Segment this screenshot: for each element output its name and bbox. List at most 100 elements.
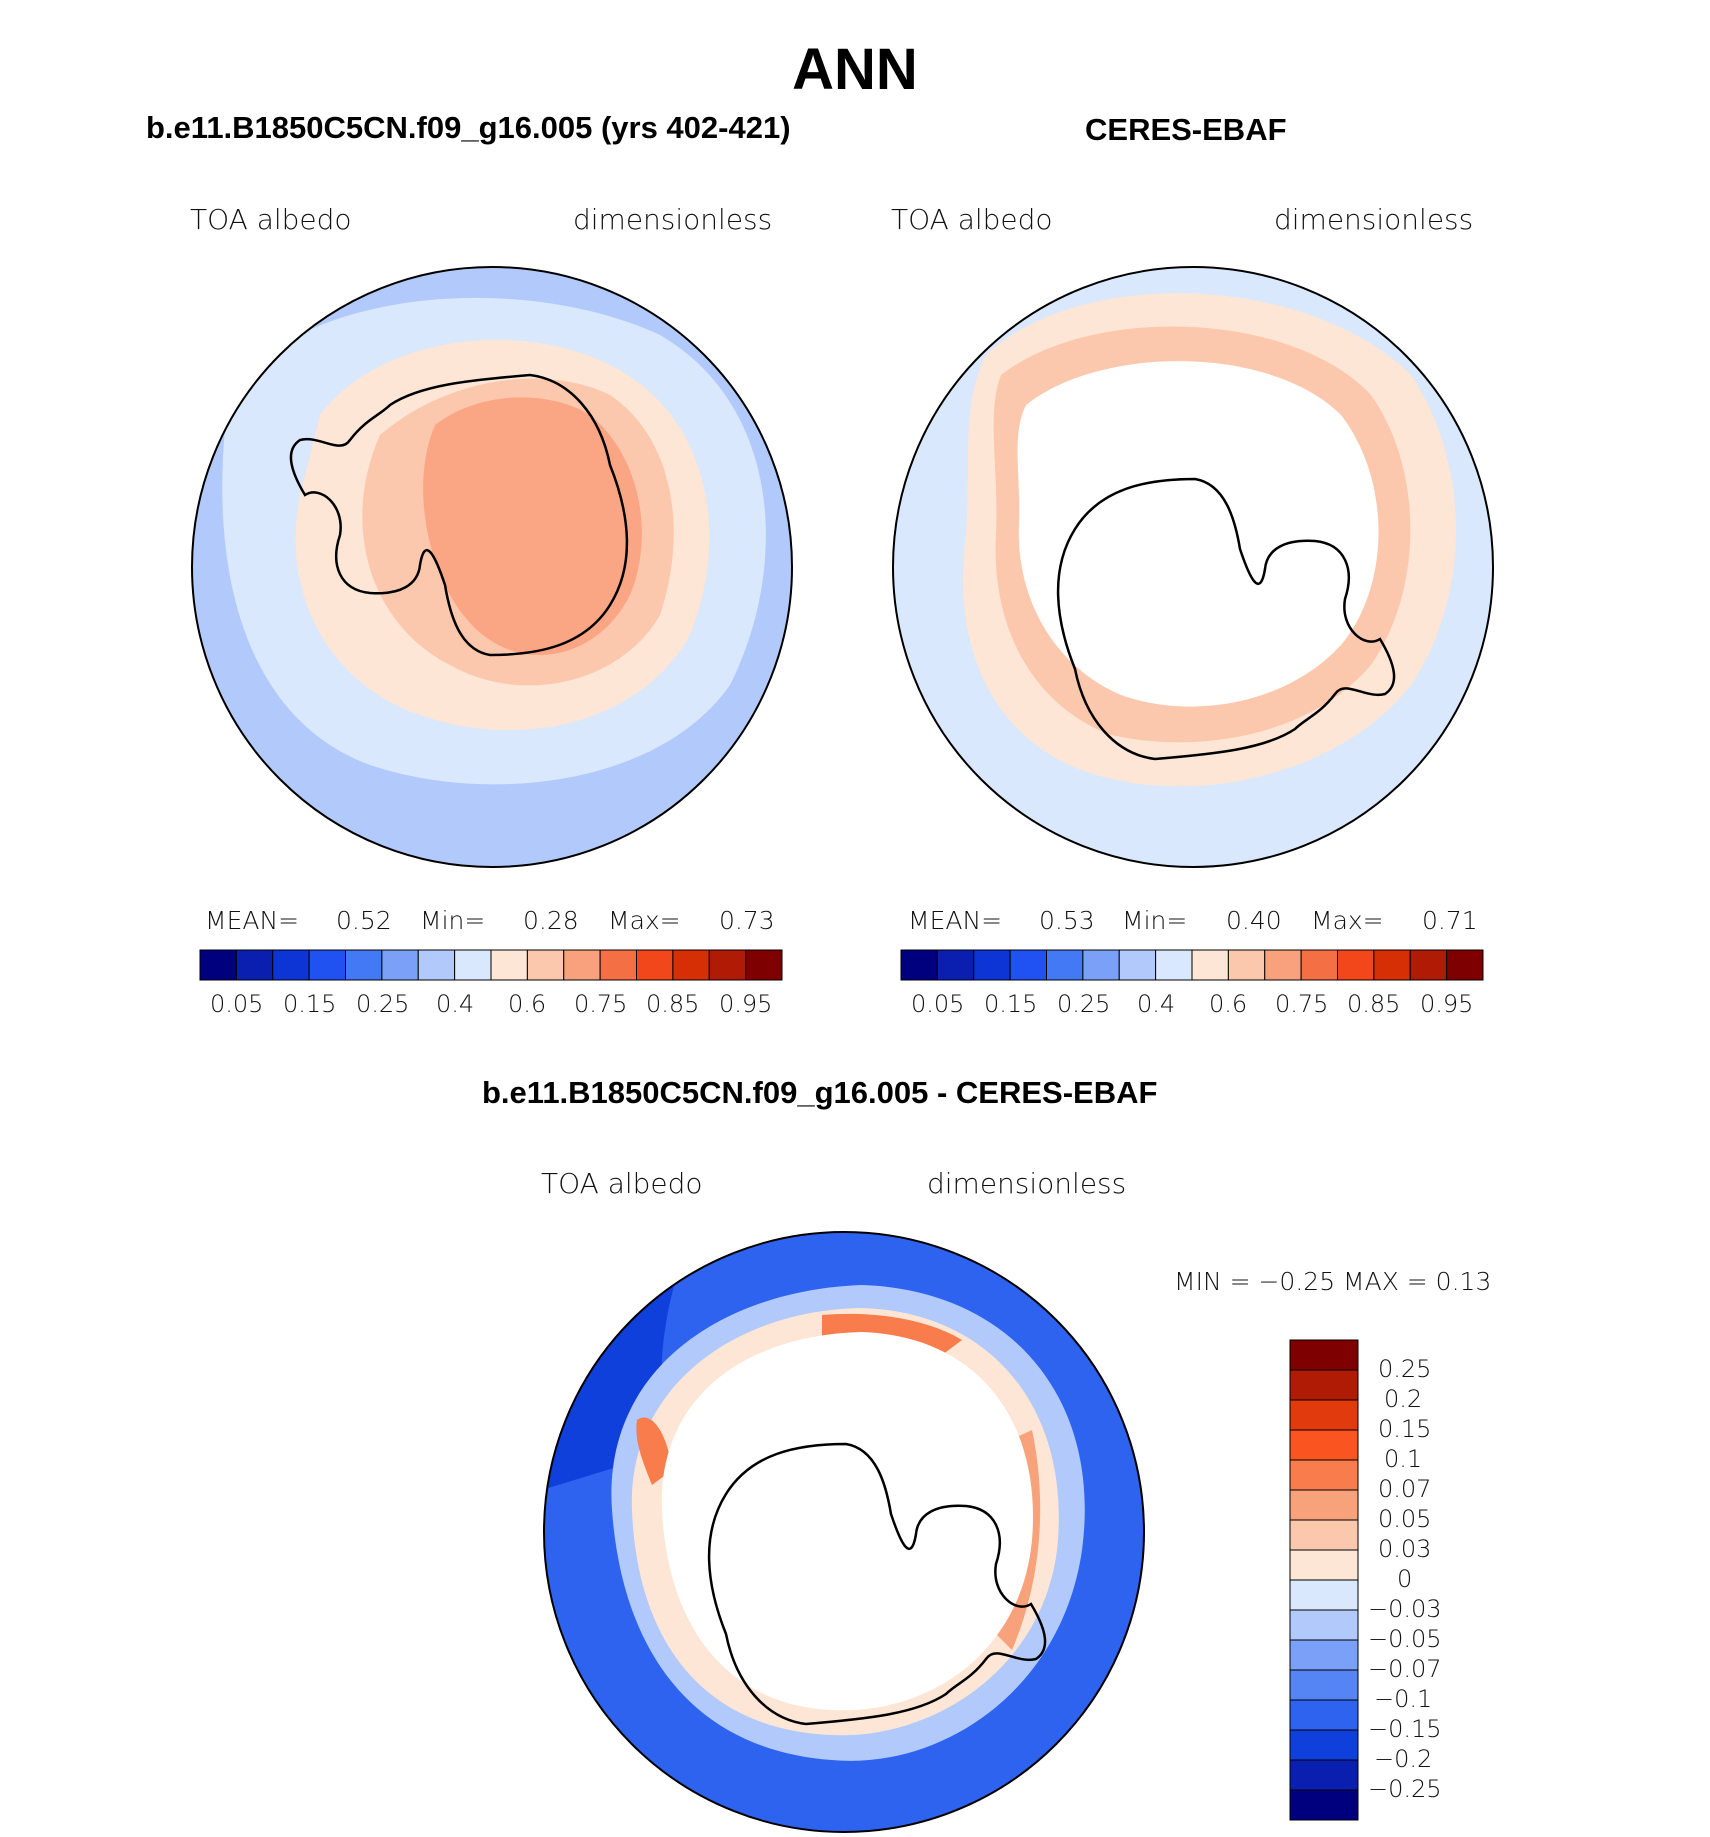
colorbar-swatch bbox=[417, 949, 456, 981]
colorbar-swatch bbox=[1289, 1519, 1359, 1551]
colorbar-swatch bbox=[1227, 949, 1266, 981]
obs-map-border bbox=[892, 266, 1494, 868]
diff-cb-label: 0.25 bbox=[1378, 1355, 1432, 1383]
colorbar-swatch bbox=[381, 949, 419, 981]
obs-cb-tick: 0.15 bbox=[984, 990, 1038, 1018]
model-min-label: Min= bbox=[420, 906, 486, 935]
colorbar-swatch bbox=[1289, 1399, 1359, 1431]
colorbar-swatch bbox=[1337, 949, 1375, 981]
model-variable-label: TOA albedo bbox=[190, 203, 352, 236]
obs-polar-map bbox=[892, 266, 1494, 868]
obs-panel-heading: CERES-EBAF bbox=[1085, 112, 1287, 147]
colorbar-swatch bbox=[1155, 949, 1193, 981]
colorbar-swatch bbox=[1446, 949, 1484, 981]
diff-coastline bbox=[707, 1442, 1047, 1726]
colorbar-swatch bbox=[1289, 1789, 1359, 1821]
model-cb-tick: 0.95 bbox=[719, 990, 773, 1018]
diff-cb-label: 0.05 bbox=[1378, 1505, 1432, 1533]
colorbar-swatch bbox=[308, 949, 346, 981]
colorbar-swatch bbox=[1191, 949, 1229, 981]
colorbar-swatch bbox=[936, 949, 975, 981]
diff-field-no-data bbox=[661, 1332, 1034, 1711]
model-cb-tick: 0.75 bbox=[574, 990, 628, 1018]
colorbar-swatch bbox=[1289, 1369, 1359, 1401]
model-coastline bbox=[289, 373, 629, 657]
diff-cb-label: 0.2 bbox=[1384, 1385, 1423, 1413]
colorbar-swatch bbox=[1289, 1579, 1359, 1611]
obs-cb-tick: 0.6 bbox=[1209, 990, 1248, 1018]
diff-cb-label: −0.07 bbox=[1368, 1655, 1442, 1683]
model-units-label: dimensionless bbox=[573, 203, 773, 236]
model-cb-tick: 0.15 bbox=[283, 990, 337, 1018]
colorbar-swatch bbox=[672, 949, 710, 981]
model-max-label: Max= bbox=[608, 906, 681, 935]
obs-field-no-data bbox=[1017, 361, 1379, 707]
diff-cb-label: 0 bbox=[1397, 1565, 1413, 1593]
obs-min-value: 0.40 bbox=[1226, 906, 1282, 935]
colorbar-swatch bbox=[1289, 1729, 1359, 1761]
colorbar-swatch bbox=[1289, 1549, 1359, 1581]
colorbar-swatch bbox=[1289, 1759, 1359, 1791]
colorbar-swatch bbox=[1300, 949, 1338, 981]
colorbar-swatch bbox=[526, 949, 565, 981]
colorbar-swatch bbox=[1046, 949, 1084, 981]
colorbar-swatch bbox=[708, 949, 747, 981]
colorbar-swatch bbox=[235, 949, 274, 981]
obs-cb-tick: 0.85 bbox=[1347, 990, 1401, 1018]
obs-min-label: Min= bbox=[1122, 906, 1188, 935]
colorbar-swatch bbox=[1373, 949, 1411, 981]
obs-cb-tick: 0.4 bbox=[1137, 990, 1176, 1018]
colorbar-swatch bbox=[636, 949, 674, 981]
model-mean-value: 0.52 bbox=[336, 906, 392, 935]
colorbar-swatch bbox=[1289, 1699, 1359, 1731]
colorbar-swatch bbox=[973, 949, 1011, 981]
diff-cb-label: 0.15 bbox=[1378, 1415, 1432, 1443]
diff-cb-label: −0.05 bbox=[1368, 1625, 1442, 1653]
colorbar-swatch bbox=[1289, 1489, 1359, 1521]
model-cb-tick: 0.85 bbox=[646, 990, 700, 1018]
diff-cb-label: 0.07 bbox=[1378, 1475, 1432, 1503]
model-panel-heading: b.e11.B1850C5CN.f09_g16.005 (yrs 402-421… bbox=[146, 110, 791, 145]
diff-colorbar bbox=[1289, 1339, 1359, 1821]
colorbar-swatch bbox=[1289, 1339, 1359, 1371]
model-field-core bbox=[423, 397, 642, 655]
diff-cb-label: 0.03 bbox=[1378, 1535, 1432, 1563]
obs-variable-label: TOA albedo bbox=[891, 203, 1053, 236]
obs-max-value: 0.71 bbox=[1422, 906, 1478, 935]
obs-cb-tick: 0.95 bbox=[1420, 990, 1474, 1018]
colorbar-swatch bbox=[1264, 949, 1302, 981]
colorbar-swatch bbox=[199, 949, 237, 981]
diff-map-border bbox=[543, 1231, 1145, 1833]
colorbar-swatch bbox=[454, 949, 492, 981]
obs-mean-value: 0.53 bbox=[1039, 906, 1095, 935]
diff-variable-label: TOA albedo bbox=[541, 1167, 703, 1200]
model-cb-tick: 0.25 bbox=[356, 990, 410, 1018]
colorbar-swatch bbox=[1118, 949, 1157, 981]
obs-max-label: Max= bbox=[1311, 906, 1384, 935]
page-title: ANN bbox=[792, 37, 918, 102]
colorbar-swatch bbox=[900, 949, 938, 981]
model-cb-tick: 0.6 bbox=[508, 990, 547, 1018]
diff-minmax-text: MIN = −0.25 MAX = 0.13 bbox=[1174, 1267, 1492, 1296]
model-min-value: 0.28 bbox=[523, 906, 579, 935]
colorbar-swatch bbox=[345, 949, 383, 981]
colorbar-swatch bbox=[1289, 1639, 1359, 1671]
model-cb-tick: 0.05 bbox=[210, 990, 264, 1018]
obs-cb-tick: 0.05 bbox=[911, 990, 965, 1018]
model-mean-label: MEAN= bbox=[205, 906, 300, 935]
colorbar-swatch bbox=[1082, 949, 1120, 981]
diff-cb-label: −0.1 bbox=[1374, 1685, 1433, 1713]
model-max-value: 0.73 bbox=[719, 906, 775, 935]
colorbar-swatch bbox=[745, 949, 783, 981]
colorbar-swatch bbox=[1289, 1459, 1359, 1491]
colorbar-swatch bbox=[1009, 949, 1047, 981]
diff-cb-label: −0.2 bbox=[1374, 1745, 1433, 1773]
diff-cb-label: −0.25 bbox=[1368, 1775, 1442, 1803]
model-polar-map bbox=[191, 266, 793, 868]
model-map-border bbox=[191, 266, 793, 868]
colorbar-swatch bbox=[272, 949, 310, 981]
diff-cb-label: 0.1 bbox=[1384, 1445, 1423, 1473]
diff-cb-label: −0.15 bbox=[1368, 1715, 1442, 1743]
diff-field-positive-patch-left bbox=[636, 1417, 672, 1485]
diff-polar-map bbox=[543, 1231, 1145, 1833]
